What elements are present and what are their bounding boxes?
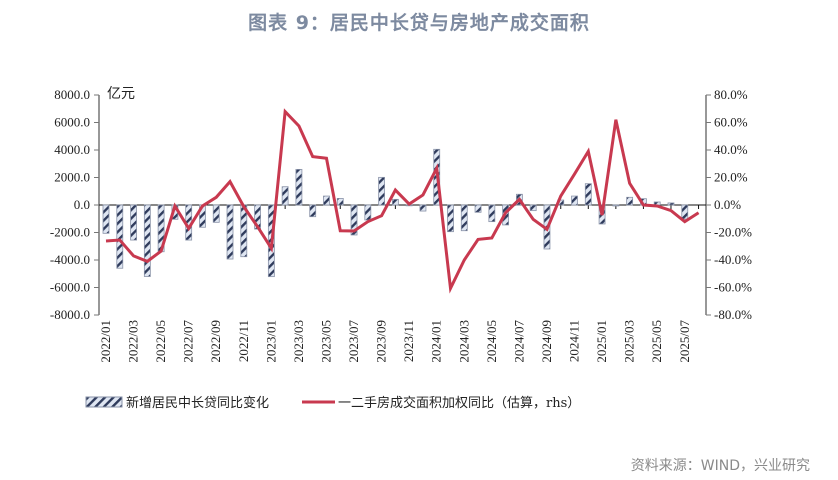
x-tick-label: 2025/01 [594,320,609,363]
x-tick-label: 2024/03 [456,320,471,363]
left-tick-label: -6000.0 [50,280,90,295]
chart-title: 图表 9：居民中长贷与房地产成交面积 [248,12,590,34]
bar [419,204,427,212]
right-tick-label: -40.0% [714,252,752,267]
bar [391,198,399,206]
bar [364,204,372,221]
bar [626,196,634,206]
x-tick-label: 2024/07 [511,320,526,363]
right-tick-label: 0.0% [714,197,741,212]
bar [226,204,234,260]
right-tick-label: -20.0% [714,225,752,240]
bar [309,204,317,218]
bar [143,204,151,277]
x-tick-label: 2024/01 [429,320,444,363]
bar [612,204,620,207]
bar [571,195,578,206]
bar [584,183,592,206]
bar [281,186,289,206]
series-line [105,108,700,294]
x-tick-label: 2024/05 [484,320,499,363]
x-tick-label: 2023/03 [291,320,306,363]
right-tick-label: 40.0% [714,142,748,157]
x-tick-label: 2024/11 [567,320,582,362]
right-tick-label: 80.0% [714,87,748,102]
y-axis-label: 亿元 [107,86,135,102]
bar [488,204,496,223]
bar [447,204,454,233]
source-note: 资料来源：WIND，兴业研究 [630,458,810,474]
legend-line-label: 一二手房成交面积加权同比（估算，rhs） [338,395,580,411]
x-tick-label: 2022/09 [208,320,223,363]
bar [295,168,303,206]
left-tick-label: 0.0 [74,197,90,212]
bar [474,204,482,213]
x-tick-label: 2022/03 [126,320,141,363]
legend-bar-label: 新增居民中长贷同比变化 [126,395,269,411]
bar [350,204,358,236]
x-tick-label: 2023/07 [346,320,361,363]
left-tick-label: -2000.0 [50,225,90,240]
legend: 新增居民中长贷同比变化 一二手房成交面积加权同比（估算，rhs） [85,395,580,411]
bar [681,204,689,220]
x-tick-label: 2024/09 [539,320,554,363]
bar [130,204,137,241]
x-tick-label: 2022/05 [153,320,168,363]
bar [323,195,330,206]
x-tick-label: 2023/09 [374,320,389,363]
right-tick-label: 20.0% [714,170,748,185]
bar [336,197,344,206]
x-tick-label: 2025/05 [649,320,664,363]
x-tick-label: 2023/01 [263,320,278,363]
legend-bar-swatch [85,396,123,408]
left-tick-label: -4000.0 [50,252,90,267]
x-tick-label: 2022/07 [181,320,196,363]
right-tick-label: -60.0% [714,280,752,295]
chart: 亿元 8000.0 6000.0 4000.0 2000.0 0.0 -2000.0 -40… [50,86,752,411]
x-tick-label: 2022/01 [98,320,113,363]
bar [116,204,124,269]
left-tick-label: 4000.0 [54,142,90,157]
bar [240,204,248,258]
bar [529,204,537,212]
bar [460,204,468,232]
x-tick-label: 2023/11 [401,320,416,362]
left-tick-label: 8000.0 [54,87,90,102]
right-tick-label: -80.0% [714,307,752,322]
right-tick-label: 60.0% [714,115,748,130]
bar [212,204,220,223]
x-tick-label: 2025/03 [622,320,637,363]
x-tick-label: 2022/11 [236,320,251,362]
bar [667,202,675,206]
left-tick-label: 2000.0 [54,170,90,185]
x-tick-label: 2025/07 [677,320,692,363]
left-tick-label: -8000.0 [50,307,90,322]
x-tick-label: 2023/05 [318,320,333,363]
left-tick-label: 6000.0 [54,115,90,130]
bar [102,204,110,234]
bar [378,176,386,206]
